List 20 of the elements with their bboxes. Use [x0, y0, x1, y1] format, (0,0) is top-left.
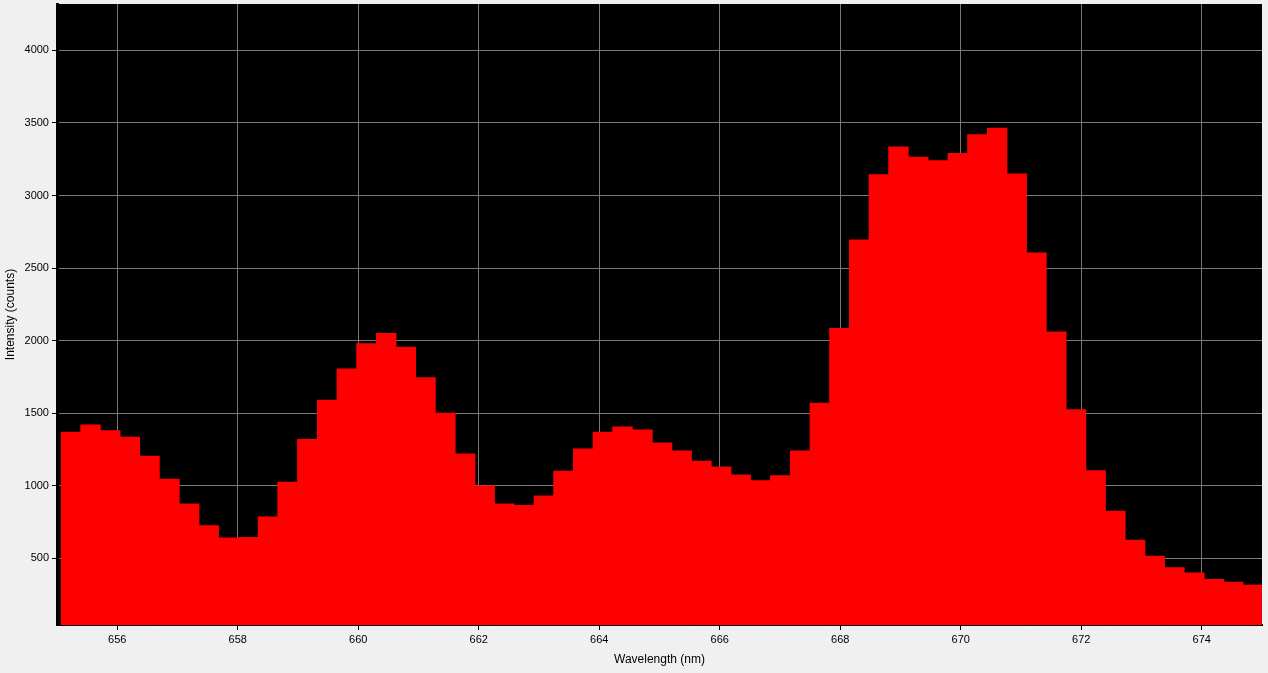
y-tick-label: 4000	[24, 43, 49, 56]
x-tick-label: 670	[951, 632, 970, 645]
x-tick-label: 666	[710, 632, 729, 645]
y-tick-label: 2500	[24, 261, 49, 274]
x-tick-label: 660	[349, 632, 368, 645]
y-axis-title: Intensity (counts)	[2, 268, 17, 361]
y-tick-label: 1500	[24, 406, 49, 419]
x-tick-label: 664	[590, 632, 609, 645]
x-tick-label: 674	[1192, 632, 1211, 645]
y-tick-label: 500	[30, 551, 49, 564]
y-tick-label: 3000	[24, 188, 49, 201]
y-tick-label: 1000	[24, 478, 49, 491]
x-axis-title: Wavelength (nm)	[614, 652, 705, 667]
x-tick-label: 662	[469, 632, 488, 645]
y-tick-label: 2000	[24, 333, 49, 346]
y-tick-label: 3500	[24, 116, 49, 129]
x-tick-label: 658	[228, 632, 247, 645]
x-tick-label: 668	[831, 632, 850, 645]
x-tick-label: 672	[1072, 632, 1091, 645]
x-tick-label: 656	[108, 632, 127, 645]
